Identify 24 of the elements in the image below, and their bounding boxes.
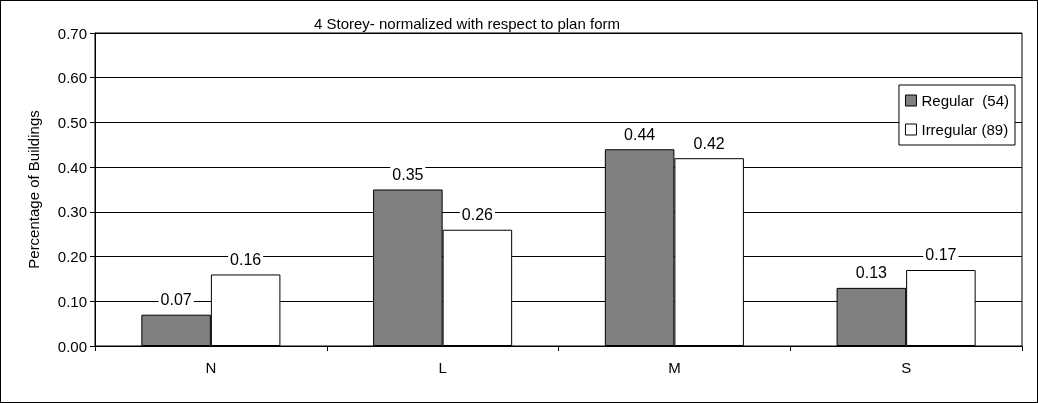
data-label: 0.17 bbox=[925, 246, 957, 264]
y-tick-label: 0.60 bbox=[57, 69, 87, 87]
data-label: 0.13 bbox=[855, 264, 888, 282]
y-tick-label: 0.70 bbox=[57, 24, 87, 42]
x-tick-label: N bbox=[205, 359, 217, 376]
y-tick-label: 0.20 bbox=[57, 248, 87, 266]
legend-label: Regular (54) bbox=[921, 92, 1010, 109]
x-tick-label: M bbox=[668, 359, 681, 376]
data-label: 0.44 bbox=[624, 125, 656, 143]
data-label: 0.26 bbox=[461, 206, 494, 224]
x-tick-label: L bbox=[438, 359, 447, 376]
data-label: 0.07 bbox=[160, 291, 192, 309]
x-tick-label: S bbox=[901, 359, 912, 376]
y-tick-label: 0.00 bbox=[57, 337, 87, 355]
data-label: 0.42 bbox=[693, 134, 725, 152]
data-label: 0.35 bbox=[392, 166, 424, 183]
y-tick-label: 0.50 bbox=[57, 113, 87, 131]
y-tick-label: 0.40 bbox=[57, 158, 87, 176]
y-tick-label: 0.30 bbox=[57, 203, 87, 221]
y-axis-title: Percentage of Buildings bbox=[25, 110, 42, 269]
data-label: 0.16 bbox=[230, 250, 262, 268]
chart-title: 4 Storey- normalized with respect to plan form bbox=[314, 15, 620, 32]
y-tick-label: 0.10 bbox=[57, 292, 87, 310]
legend-label: Irregular (89) bbox=[921, 121, 1009, 138]
